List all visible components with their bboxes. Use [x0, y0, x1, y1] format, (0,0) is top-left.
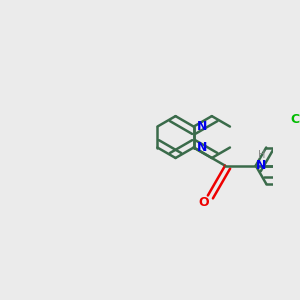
Text: O: O	[199, 196, 209, 209]
Text: H: H	[258, 151, 265, 160]
Text: N: N	[256, 159, 266, 172]
Text: N: N	[197, 141, 207, 154]
Text: N: N	[197, 120, 207, 133]
Text: Cl: Cl	[290, 113, 300, 126]
